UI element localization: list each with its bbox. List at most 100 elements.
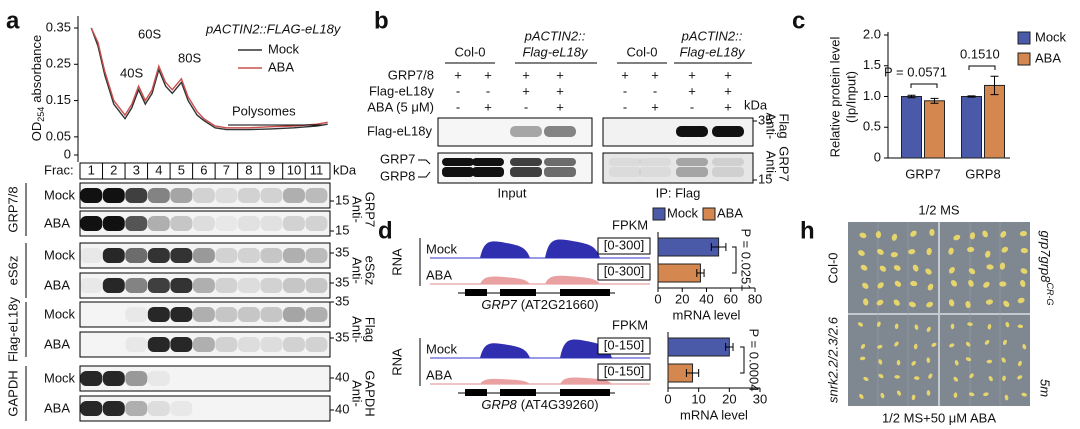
seedling: [928, 373, 933, 379]
blot-band: [170, 401, 193, 416]
group-label: eS6z: [5, 256, 20, 286]
blot-band: [676, 126, 708, 137]
blot-band: [544, 158, 576, 166]
error-bar: [685, 369, 700, 377]
fraction-label: 1: [88, 162, 95, 177]
range-box: [597, 363, 651, 381]
legend-swatch: [652, 207, 666, 221]
legend-swatch: [702, 207, 716, 221]
treatment-sign: -: [690, 99, 694, 114]
seedling: [880, 392, 885, 399]
kda-marker: 35: [335, 293, 349, 308]
x-tick-label: 0: [654, 291, 661, 306]
genotype-header: Flag-eL18y: [679, 44, 746, 59]
blot-band: [237, 216, 260, 231]
genotype-label: grp7grp8CR-G: [1038, 230, 1055, 305]
seedling: [1017, 375, 1023, 380]
error-bar: [967, 95, 976, 98]
error-bar: [710, 243, 727, 251]
seedling: [948, 247, 954, 255]
treatment-sign: -: [456, 83, 460, 98]
blot-band: [215, 248, 238, 263]
blot-band: [125, 216, 148, 231]
bar: [657, 237, 720, 257]
fraction-label: 7: [223, 162, 230, 177]
frac-box: [79, 162, 331, 180]
gene-name: GRP7: [481, 297, 517, 312]
x-tick-label: 20: [722, 391, 736, 406]
fraction-label: 2: [110, 162, 117, 177]
coverage-peak: [480, 343, 530, 358]
x-tick-label: 20: [675, 291, 689, 306]
seedling: [1017, 297, 1025, 304]
seedling: [863, 298, 869, 306]
antibody-label: Anti-: [350, 380, 365, 407]
genotype-header: Col-0: [626, 44, 657, 59]
bar: [984, 84, 1005, 159]
blot-band: [237, 278, 260, 293]
blot-band: [170, 278, 193, 293]
blot-band: [147, 188, 170, 203]
blot-band: [282, 278, 305, 293]
seedling: [913, 343, 918, 350]
seedling: [857, 322, 864, 327]
seedling: [891, 233, 898, 241]
blot-band: [712, 158, 744, 166]
seedling: [1019, 230, 1028, 237]
genotype-header: Flag-eL18y: [522, 44, 589, 59]
blot-band: [260, 216, 283, 231]
coverage-peak: [545, 275, 600, 284]
row-label: ABA: [44, 277, 70, 292]
gene-label: GRP7 (AT2G21660): [481, 297, 598, 312]
treatment-sign: -: [524, 99, 528, 114]
fraction-label: 8: [245, 162, 252, 177]
blot-band: [442, 167, 474, 177]
seedling: [982, 230, 988, 238]
antibody-label: GRP7: [363, 192, 378, 227]
seedling: [969, 373, 974, 379]
x-tick-label: 80: [748, 291, 762, 306]
seedling: [862, 282, 869, 289]
gene-locus: (AT2G21660): [521, 297, 599, 312]
bar: [924, 100, 945, 159]
treatment-label: Flag-eL18y: [369, 83, 435, 98]
profile-line: [90, 27, 328, 131]
blot-band: [237, 307, 260, 322]
y-tick-label: 2.0: [863, 26, 881, 41]
seedling: [999, 281, 1007, 287]
genotype-header: pACTIN2::: [681, 28, 743, 43]
blot-band: [80, 248, 103, 263]
seedling: [968, 268, 976, 275]
blot-band: [510, 126, 542, 137]
blot-band: [510, 158, 542, 166]
fraction-label: 4: [155, 162, 162, 177]
treatment-sign: -: [456, 99, 460, 114]
group-label: GAPDH: [5, 370, 20, 416]
fraction-label: 5: [178, 162, 185, 177]
x-tick-label: GRP8: [965, 166, 1000, 181]
seedling: [965, 341, 971, 347]
blot-band: [282, 337, 305, 352]
blot-band: [712, 167, 744, 177]
blot-band: [544, 167, 576, 177]
seedling: [1003, 300, 1010, 308]
rna-label: RNA: [389, 248, 404, 276]
antibody-label: GAPDH: [363, 370, 378, 416]
seedling: [987, 323, 992, 330]
blot-band: [305, 337, 328, 352]
treatment-sign: +: [651, 99, 659, 114]
seedling: [965, 300, 971, 309]
seedling: [925, 268, 932, 275]
seedling: [912, 264, 919, 272]
seedling: [860, 264, 868, 271]
kda-marker: 15: [335, 192, 349, 207]
seedling: [965, 357, 972, 362]
antibody-label: Anti-: [764, 113, 779, 140]
fraction-label: 3: [133, 162, 140, 177]
panel-letter: b: [374, 7, 389, 34]
seedling: [953, 234, 961, 241]
seedling: [1004, 394, 1009, 401]
seedling: [968, 279, 974, 287]
bar: [901, 96, 922, 159]
blot-band: [147, 401, 170, 416]
